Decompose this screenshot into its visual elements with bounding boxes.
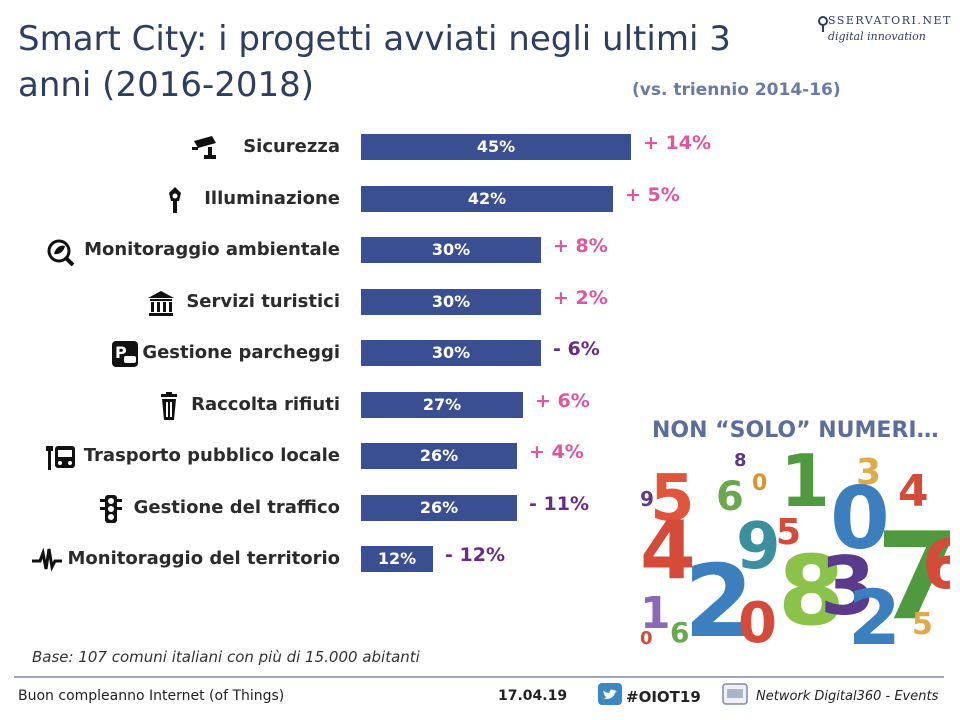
footer-date: 17.04.19 — [498, 688, 568, 704]
svg-text:0: 0 — [752, 471, 767, 496]
logo-text-top: SSERVATORI.NET — [828, 14, 952, 27]
category-label: Raccolta rifiuti — [191, 393, 340, 415]
svg-text:6: 6 — [922, 526, 950, 605]
svg-text:0: 0 — [738, 591, 777, 646]
footer-divider — [14, 676, 944, 678]
bar — [361, 391, 523, 418]
bus-icon — [46, 446, 75, 470]
footer-network: Network Digital360 - Events — [756, 689, 939, 704]
bar — [361, 288, 541, 315]
pulse-wave-icon — [32, 547, 62, 572]
pin-icon — [818, 16, 828, 32]
category-label: Trasporto pubblico locale — [83, 445, 340, 466]
category-label: Illuminazione — [204, 187, 340, 209]
delta-label: - 6% — [553, 338, 600, 360]
delta-label: - 11% — [529, 492, 589, 515]
delta-label: + 6% — [535, 389, 590, 412]
category-label: Monitoraggio del territorio — [67, 548, 340, 569]
bar — [361, 134, 631, 160]
svg-text:4: 4 — [640, 504, 696, 597]
osservatori-logo: SSERVATORI.NET digital innovation — [818, 14, 950, 46]
traffic-light-icon — [100, 494, 122, 523]
category-label: Gestione del traffico — [133, 496, 340, 518]
base-note: Base: 107 comuni italiani con più di 15.… — [32, 648, 420, 666]
parking-icon: P — [112, 341, 138, 367]
svg-text:3: 3 — [820, 540, 876, 633]
delta-label: + 8% — [553, 235, 608, 257]
trash-bin-icon — [161, 391, 177, 420]
category-label: Gestione parcheggi — [142, 342, 340, 363]
bar — [361, 546, 433, 572]
twitter-icon — [598, 683, 622, 705]
bar — [361, 443, 517, 469]
bar-value-label: 45% — [476, 137, 516, 156]
page-title: Smart City: i progetti avviati negli ult… — [18, 16, 758, 108]
svg-text:3: 3 — [856, 452, 881, 493]
svg-text:6: 6 — [716, 474, 744, 520]
svg-text:1: 1 — [780, 448, 830, 523]
delta-label: - 12% — [445, 544, 505, 566]
svg-text:8: 8 — [778, 535, 845, 646]
svg-text:2: 2 — [684, 543, 754, 646]
bar-value-label: 12% — [377, 549, 417, 568]
svg-text:P: P — [115, 343, 127, 362]
bar-value-label: 30% — [431, 343, 471, 362]
delta-label: + 4% — [529, 441, 584, 463]
non-solo-heading: NON “SOLO” NUMERI… — [652, 418, 939, 443]
svg-text:4: 4 — [898, 466, 929, 517]
subtitle: (vs. triennio 2014-16) — [632, 80, 841, 100]
bar-value-label: 30% — [431, 291, 471, 311]
svg-text:0: 0 — [830, 469, 890, 569]
network-icon — [722, 683, 748, 705]
delta-label: + 14% — [643, 132, 712, 154]
svg-text:1: 1 — [640, 588, 671, 639]
svg-text:5: 5 — [776, 512, 801, 553]
category-label: Sicurezza — [243, 136, 340, 157]
museum-icon — [148, 290, 174, 316]
svg-text:8: 8 — [734, 450, 747, 471]
colorful-numbers-image: 5 9 6 0 8 1 3 4 0 5 4 2 9 8 3 2 7 6 0 1 … — [640, 448, 950, 646]
svg-text:7: 7 — [876, 508, 950, 646]
environment-monitor-icon — [47, 239, 75, 266]
bar-value-label: 26% — [419, 497, 459, 517]
svg-text:9: 9 — [736, 510, 781, 584]
bar-value-label: 42% — [467, 188, 507, 208]
svg-text:5: 5 — [650, 462, 695, 536]
title-line-1: Smart City: i progetti avviati negli ult… — [18, 19, 731, 59]
logo-text-bottom: digital innovation — [828, 30, 926, 43]
delta-label: + 2% — [553, 286, 608, 309]
bar-value-label: 30% — [431, 240, 471, 259]
bar — [361, 340, 541, 366]
bar — [361, 494, 517, 521]
delta-label: + 5% — [625, 183, 680, 206]
svg-text:2: 2 — [848, 573, 901, 646]
category-label: Servizi turistici — [186, 290, 340, 312]
bar-value-label: 27% — [422, 394, 462, 414]
svg-text:5: 5 — [912, 607, 933, 642]
svg-text:0: 0 — [640, 628, 653, 646]
footer-hashtag: #OIOT19 — [626, 688, 701, 706]
svg-text:6: 6 — [670, 616, 689, 646]
cctv-camera-icon — [192, 136, 216, 159]
bar — [361, 185, 613, 212]
bar — [361, 237, 541, 263]
bar-value-label: 26% — [419, 446, 459, 465]
footer-event-name: Buon compleanno Internet (of Things) — [18, 688, 285, 704]
svg-text:9: 9 — [640, 487, 654, 511]
title-line-2: anni (2016-2018) — [18, 65, 315, 105]
category-label: Monitoraggio ambientale — [84, 239, 340, 260]
street-lamp-icon — [169, 186, 181, 213]
